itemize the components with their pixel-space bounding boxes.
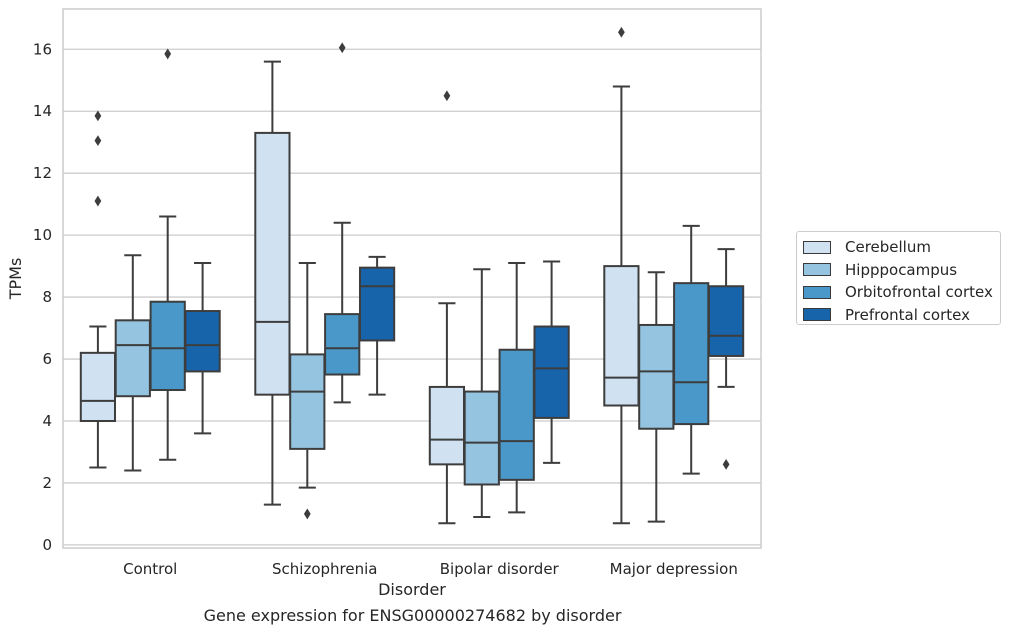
box-orbitofrontal-cortex-0 xyxy=(149,48,186,461)
outlier-point xyxy=(94,195,102,207)
outlier-point xyxy=(443,90,451,102)
box-body xyxy=(79,351,117,422)
box-orbitofrontal-cortex-2 xyxy=(498,262,535,514)
box-prefrontal-cortex-1 xyxy=(358,255,396,396)
box-body xyxy=(707,285,745,357)
y-tick-label: 12 xyxy=(33,164,52,182)
legend-item-hippocampus: Hipppocampus xyxy=(803,259,1000,282)
x-axis-title: Disorder xyxy=(378,580,446,599)
x-tick-label: Schizophrenia xyxy=(272,560,377,578)
x-tick-label: Major depression xyxy=(610,560,738,578)
box-cerebellum-0 xyxy=(79,110,117,469)
legend-item-orbitofrontal-cortex: Orbitofrontal cortex xyxy=(803,281,1000,304)
box-prefrontal-cortex-0 xyxy=(184,262,221,435)
y-tick-label: 4 xyxy=(42,412,52,430)
box-body xyxy=(289,353,326,450)
legend-label-orbitofrontal-cortex: Orbitofrontal cortex xyxy=(845,283,993,302)
box-hipppocampus-0 xyxy=(114,254,151,472)
legend-label-prefrontal-cortex: Prefrontal cortex xyxy=(845,305,970,324)
box-body xyxy=(463,390,500,486)
box-cerebellum-1 xyxy=(254,60,291,506)
box-hipppocampus-1 xyxy=(289,262,326,520)
box-body xyxy=(638,323,675,430)
box-body xyxy=(114,319,151,398)
legend-item-cerebellum: Cerebellum xyxy=(803,236,1000,259)
y-axis-tick-labels: 0 2 4 6 8 10 12 14 16 xyxy=(33,40,52,554)
outlier-point xyxy=(618,26,625,38)
box-prefrontal-cortex-2 xyxy=(533,260,570,464)
y-tick-label: 14 xyxy=(33,102,52,120)
outlier-point xyxy=(164,48,172,60)
legend-label-hippocampus: Hipppocampus xyxy=(845,260,958,279)
box-plot-marks xyxy=(79,26,745,525)
y-axis-title: TPMs xyxy=(6,258,25,301)
legend-swatch-hippocampus xyxy=(803,263,831,277)
legend-item-prefrontal-cortex: Prefrontal cortex xyxy=(803,304,1000,327)
box-cerebellum-2 xyxy=(428,90,466,525)
x-tick-label: Control xyxy=(123,560,177,578)
outlier-point xyxy=(94,135,102,147)
y-tick-label: 8 xyxy=(42,288,52,306)
box-body xyxy=(498,348,535,481)
y-tick-label: 6 xyxy=(42,350,52,368)
box-hipppocampus-3 xyxy=(638,271,675,523)
box-body xyxy=(254,131,291,396)
box-body xyxy=(428,385,466,466)
box-body xyxy=(603,265,640,407)
box-orbitofrontal-cortex-1 xyxy=(324,42,361,404)
box-body xyxy=(184,310,221,373)
plot-area-frame xyxy=(62,8,762,549)
x-axis-tick-labels: Control Schizophrenia Bipolar disorder Majo… xyxy=(123,560,738,578)
legend-label-cerebellum: Cerebellum xyxy=(845,238,931,257)
box-body xyxy=(358,266,396,342)
y-tick-label: 16 xyxy=(33,40,52,58)
outlier-point xyxy=(303,508,311,520)
box-body xyxy=(324,313,361,376)
box-cerebellum-3 xyxy=(603,26,640,525)
y-tick-label: 10 xyxy=(33,226,52,244)
x-tick-label: Bipolar disorder xyxy=(440,560,560,578)
outlier-point xyxy=(94,110,102,122)
legend-swatch-prefrontal-cortex xyxy=(803,308,831,322)
chart-caption: Gene expression for ENSG00000274682 by d… xyxy=(203,606,622,625)
box-body xyxy=(533,325,570,419)
box-orbitofrontal-cortex-3 xyxy=(673,224,710,475)
y-tick-label: 0 xyxy=(42,536,52,554)
outlier-point xyxy=(338,42,346,54)
legend: Cerebellum Hipppocampus Orbitofrontal co… xyxy=(796,231,1001,325)
legend-swatch-orbitofrontal-cortex xyxy=(803,285,831,299)
box-prefrontal-cortex-3 xyxy=(707,248,745,470)
box-hipppocampus-2 xyxy=(463,268,500,519)
outlier-point xyxy=(722,458,730,470)
legend-swatch-cerebellum xyxy=(803,240,831,254)
box-body xyxy=(673,282,710,426)
box-body xyxy=(149,300,186,392)
y-tick-label: 2 xyxy=(42,474,52,492)
